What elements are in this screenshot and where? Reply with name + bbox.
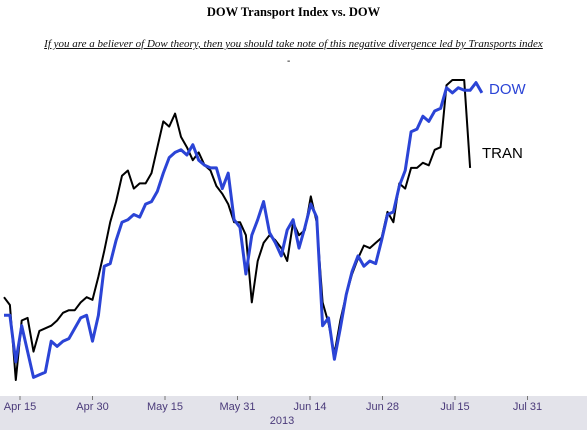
chart-subtitle: If you are a believer of Dow theory, the… — [44, 38, 543, 50]
x-axis-year-label: 2013 — [270, 415, 294, 427]
x-axis-band — [0, 396, 587, 430]
x-axis-tick-label: Apr 15 — [4, 401, 36, 413]
x-axis-tick-label: Jul 15 — [440, 401, 469, 413]
series-line-tran — [3, 79, 472, 381]
series-label-dow: DOW — [489, 81, 527, 98]
x-axis-tick-label: May 15 — [147, 401, 183, 413]
series-line-dow — [4, 81, 484, 379]
subtitle-dash-mark: - — [287, 56, 291, 67]
x-axis-tick-label: Jun 28 — [366, 401, 399, 413]
x-axis-ticks: Apr 15 Apr 30 May 15 May 31 Jun 14 Jun 28 Jul … — [4, 396, 542, 413]
x-axis-tick-label: Jul 31 — [513, 401, 542, 413]
x-axis-tick-label: Apr 30 — [76, 401, 108, 413]
chart-title: DOW Transport Index vs. DOW — [206, 5, 381, 19]
x-axis-tick-label: May 31 — [219, 401, 255, 413]
x-axis-tick-label: Jun 14 — [293, 401, 326, 413]
series-label-tran: TRAN — [482, 145, 523, 162]
plot-lines — [3, 79, 484, 381]
